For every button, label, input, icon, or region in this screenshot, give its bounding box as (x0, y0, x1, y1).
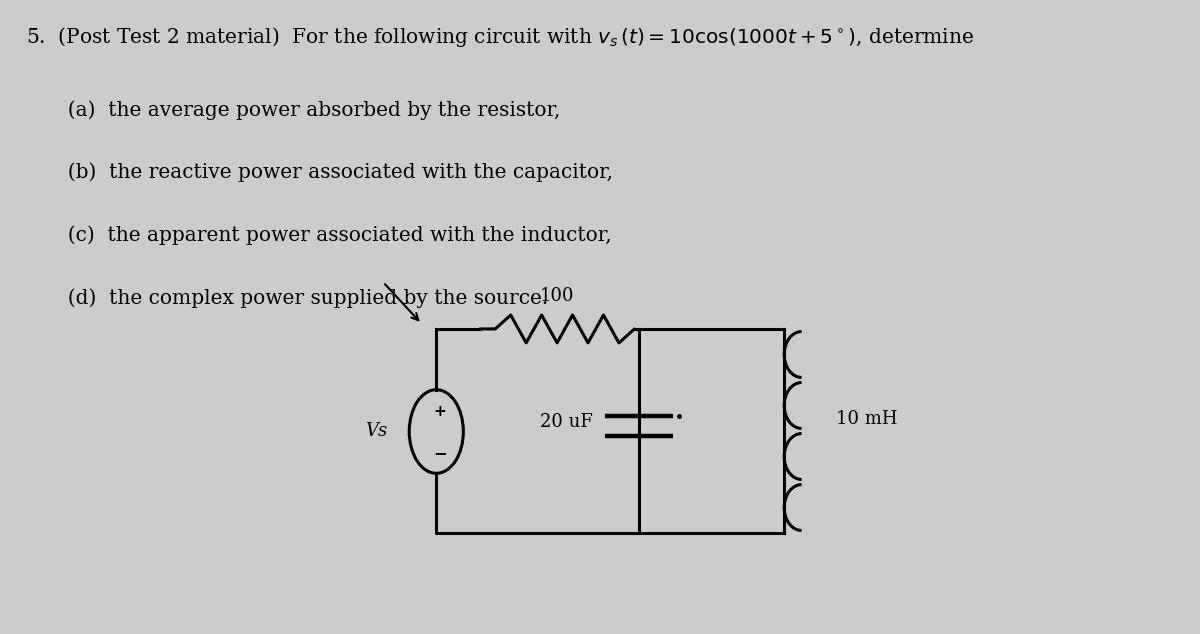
Text: 20 uF: 20 uF (540, 413, 593, 431)
Text: (d)  the complex power supplied by the source.: (d) the complex power supplied by the so… (54, 288, 547, 307)
Text: Vs: Vs (365, 422, 388, 441)
Text: 100: 100 (540, 287, 575, 305)
Text: (c)  the apparent power associated with the inductor,: (c) the apparent power associated with t… (54, 226, 611, 245)
Text: −: − (433, 444, 448, 462)
Text: (b)  the reactive power associated with the capacitor,: (b) the reactive power associated with t… (54, 163, 612, 183)
Text: 5.  (Post Test 2 material)  For the following circuit with $v_s\,(t) = 10\cos(10: 5. (Post Test 2 material) For the follow… (25, 25, 973, 49)
Text: +: + (433, 404, 446, 419)
Text: 10 mH: 10 mH (836, 410, 898, 428)
Text: (a)  the average power absorbed by the resistor,: (a) the average power absorbed by the re… (54, 100, 560, 120)
